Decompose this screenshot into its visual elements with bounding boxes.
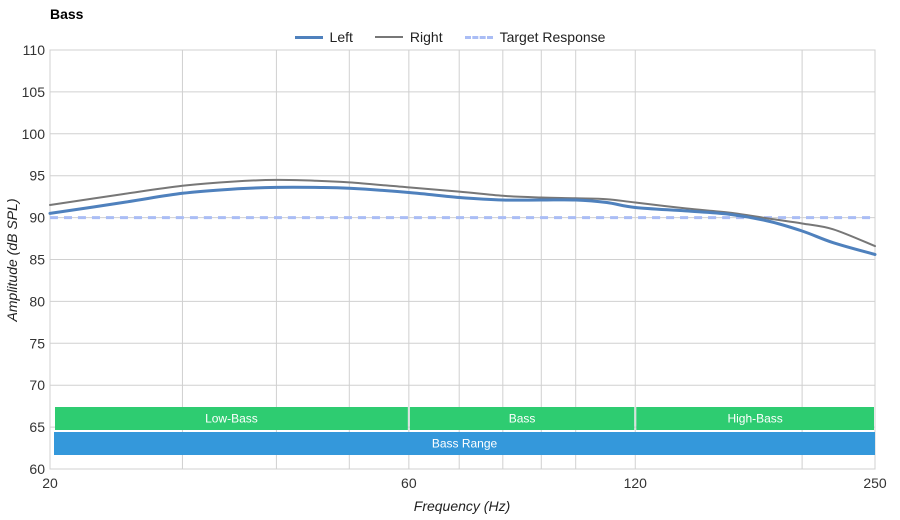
band-bass: [409, 407, 635, 430]
grid: [49, 49, 876, 470]
legend-swatch-right: [374, 36, 403, 38]
band-low-bass: [55, 407, 408, 430]
legend-swatch-target: [464, 35, 493, 39]
y-axis-label: Amplitude (dB SPL): [4, 199, 20, 323]
x-tick-labels: 20 60 120 250: [42, 475, 887, 491]
y-tick-label: 90: [29, 210, 45, 226]
series-lines: [48, 178, 877, 256]
band-label: High-Bass: [727, 412, 782, 426]
y-tick-label: 75: [29, 335, 45, 351]
band-label: Low-Bass: [205, 412, 258, 426]
y-tick-label: 105: [22, 84, 46, 100]
y-tick-label: 70: [29, 377, 45, 393]
y-tick-label: 80: [29, 293, 45, 309]
x-tick-label: 250: [863, 475, 887, 491]
legend-label-target: Target Response: [499, 29, 606, 45]
band-label: Bass: [509, 412, 536, 426]
y-tick-labels: 60 65 70 75 80 85 90 95 100 105 110: [22, 42, 46, 477]
legend-label-left: Left: [329, 29, 353, 45]
series-line-left: [48, 185, 877, 256]
band-high-bass: [636, 407, 874, 430]
x-tick-label: 120: [624, 475, 648, 491]
y-tick-label: 100: [22, 126, 46, 142]
x-tick-label: 60: [401, 475, 417, 491]
band-bass-range: [54, 432, 875, 455]
y-tick-label: 65: [29, 419, 45, 435]
series-line-right: [49, 178, 876, 248]
legend: Left Right Target Response: [0, 27, 900, 47]
y-tick-label: 95: [29, 168, 45, 184]
x-tick-label: 20: [42, 475, 58, 491]
y-tick-label: 85: [29, 252, 45, 268]
x-axis-label: Frequency (Hz): [414, 498, 510, 514]
legend-swatch-left: [294, 35, 323, 39]
legend-item-right[interactable]: Right: [374, 29, 443, 45]
band-label: Bass Range: [432, 437, 498, 451]
legend-item-left[interactable]: Left: [294, 29, 353, 45]
frequency-bands: Low-Bass Bass High-Bass Bass Range: [54, 407, 875, 455]
y-tick-label: 60: [29, 461, 45, 477]
legend-label-right: Right: [409, 29, 443, 45]
y-tick-label: 110: [23, 42, 46, 58]
chart-title: Bass: [50, 6, 84, 22]
legend-item-target[interactable]: Target Response: [464, 29, 606, 45]
